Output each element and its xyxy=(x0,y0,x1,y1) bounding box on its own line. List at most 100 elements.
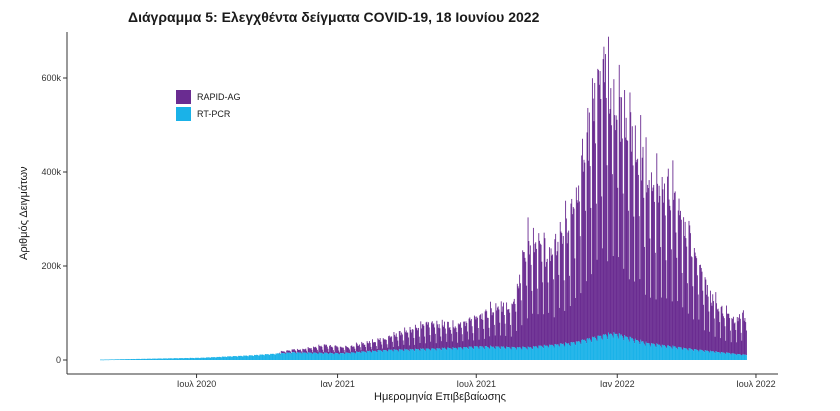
rapid-ag-bar xyxy=(449,327,451,349)
rapid-ag-bar xyxy=(425,322,427,349)
rapid-ag-bar xyxy=(504,323,506,349)
rt-pcr-bar xyxy=(185,358,187,360)
rapid-ag-bar xyxy=(412,329,414,350)
rt-pcr-bar xyxy=(356,351,358,360)
rapid-ag-bar xyxy=(453,327,455,348)
rt-pcr-bar xyxy=(238,356,240,360)
rt-pcr-bar xyxy=(299,352,301,360)
rapid-ag-bar xyxy=(519,274,521,348)
rt-pcr-bar xyxy=(339,353,341,360)
rt-pcr-bar xyxy=(413,350,415,360)
rt-pcr-bar xyxy=(225,356,227,360)
rt-pcr-bar xyxy=(377,350,379,360)
rapid-ag-bar xyxy=(454,326,456,348)
rt-pcr-bar xyxy=(570,342,572,360)
rt-pcr-bar xyxy=(291,352,293,360)
rapid-ag-bar xyxy=(284,352,286,354)
rt-pcr-bar xyxy=(173,358,175,360)
rapid-ag-bar xyxy=(349,349,350,354)
rapid-ag-bar xyxy=(589,166,591,340)
rapid-ag-bar xyxy=(677,301,678,350)
rt-pcr-bar xyxy=(473,346,475,360)
rt-pcr-bar xyxy=(195,357,197,360)
rt-pcr-bar xyxy=(286,352,288,360)
rt-pcr-bar xyxy=(642,341,644,360)
rt-pcr-bar xyxy=(686,348,688,360)
rapid-ag-bar xyxy=(489,336,491,349)
rt-pcr-bar xyxy=(293,352,295,360)
rapid-ag-bar xyxy=(704,277,706,351)
rt-pcr-bar xyxy=(458,347,460,360)
rapid-ag-bar xyxy=(579,236,581,343)
rt-pcr-bar xyxy=(355,351,357,360)
rapid-ag-bar xyxy=(490,301,491,346)
rapid-ag-bar xyxy=(550,248,552,345)
rt-pcr-bar xyxy=(312,353,314,360)
rt-pcr-bar xyxy=(168,358,170,360)
rapid-ag-bar xyxy=(744,317,746,355)
rt-pcr-bar xyxy=(116,359,117,360)
rt-pcr-bar xyxy=(290,353,292,360)
rapid-ag-bar xyxy=(585,281,587,344)
rt-pcr-bar xyxy=(726,352,728,360)
rt-pcr-bar xyxy=(717,352,719,360)
rapid-ag-bar xyxy=(368,341,370,351)
rapid-ag-bar xyxy=(280,353,281,355)
rt-pcr-bar xyxy=(667,345,668,360)
rt-pcr-bar xyxy=(362,351,364,360)
rt-pcr-bar xyxy=(511,346,513,360)
rapid-ag-bar xyxy=(359,347,361,353)
rt-pcr-bar xyxy=(180,358,182,360)
rapid-ag-bar xyxy=(567,232,569,344)
rt-pcr-bar xyxy=(640,339,642,360)
rapid-ag-bar xyxy=(352,346,354,353)
rapid-ag-bar xyxy=(551,255,553,346)
rt-pcr-bar xyxy=(379,349,381,360)
rapid-ag-bar xyxy=(292,349,294,353)
rapid-ag-bar xyxy=(308,348,310,353)
rt-pcr-bar xyxy=(216,356,218,360)
rt-pcr-bar xyxy=(334,352,336,360)
rapid-ag-bar xyxy=(604,82,606,335)
rt-pcr-bar xyxy=(703,351,704,360)
rt-pcr-bar xyxy=(266,354,268,360)
rt-pcr-bar xyxy=(624,335,626,360)
rapid-ag-bar xyxy=(360,350,362,354)
rapid-ag-bar xyxy=(457,323,459,348)
rapid-ag-bar xyxy=(728,313,730,353)
rt-pcr-bar xyxy=(194,358,196,360)
rapid-ag-bar xyxy=(523,252,525,347)
rt-pcr-bar xyxy=(618,333,620,360)
rt-pcr-bar xyxy=(151,358,153,360)
rapid-ag-bar xyxy=(711,305,713,352)
rt-pcr-bar xyxy=(404,348,406,360)
rt-pcr-bar xyxy=(641,341,643,360)
rt-pcr-bar xyxy=(489,348,491,360)
rt-pcr-bar xyxy=(281,353,283,360)
rt-pcr-bar xyxy=(541,346,543,360)
rt-pcr-bar xyxy=(681,349,683,360)
rapid-ag-bar xyxy=(378,340,380,351)
rt-pcr-bar xyxy=(737,354,739,360)
rt-pcr-bar xyxy=(588,338,590,360)
rt-pcr-bar xyxy=(542,348,544,360)
rt-pcr-bar xyxy=(436,348,438,360)
rt-pcr-bar xyxy=(492,346,494,360)
rt-pcr-bar xyxy=(709,352,711,360)
rapid-ag-bar xyxy=(722,313,724,353)
rt-pcr-bar xyxy=(684,347,686,360)
rt-pcr-bar xyxy=(540,345,542,360)
rapid-ag-bar xyxy=(555,233,557,344)
rt-pcr-bar xyxy=(235,356,237,360)
rt-pcr-bar xyxy=(301,353,303,360)
rapid-ag-bar xyxy=(372,342,374,352)
rt-pcr-bar xyxy=(274,354,276,360)
rapid-ag-bar xyxy=(413,337,415,351)
rapid-ag-bar xyxy=(651,191,653,344)
rt-pcr-bar xyxy=(560,343,562,360)
legend-swatch xyxy=(176,90,191,104)
rt-pcr-bar xyxy=(122,359,124,360)
rt-pcr-bar xyxy=(315,352,317,360)
rapid-ag-bar xyxy=(320,345,322,353)
rt-pcr-bar xyxy=(395,349,397,360)
